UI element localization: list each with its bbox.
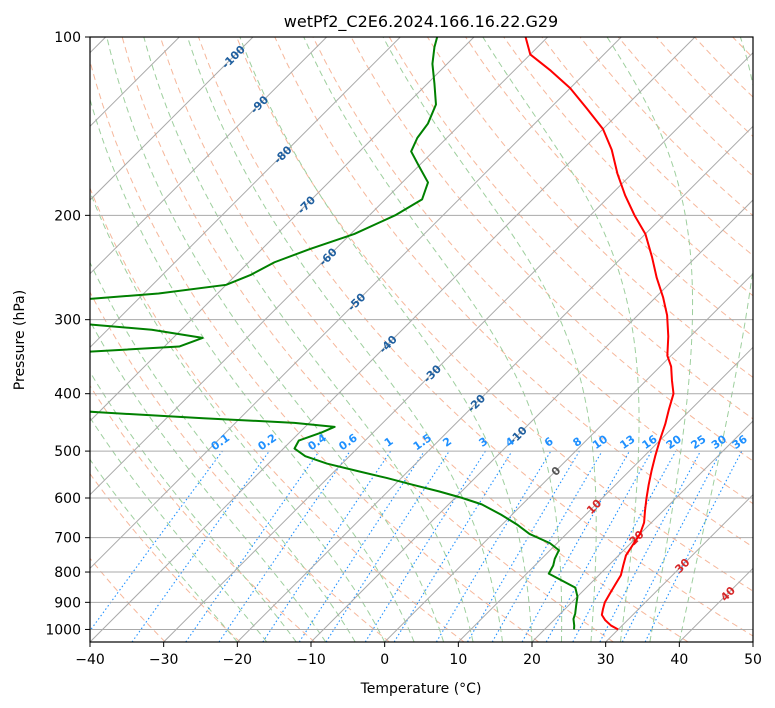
- dry-adiabat: [159, 37, 689, 642]
- x-tick-label: −40: [75, 652, 105, 668]
- dry-adiabat: [90, 291, 390, 642]
- isotherm-line: [90, 37, 328, 275]
- isotherm-line: [310, 199, 753, 642]
- moist-adiabat: [143, 37, 474, 642]
- dry-adiabat: [121, 37, 614, 642]
- moist-adiabat: [239, 37, 533, 642]
- moist-adiabat: [678, 37, 753, 642]
- moist-adiabat: [90, 371, 297, 642]
- x-tick-label: −30: [149, 652, 179, 668]
- y-tick-label: 100: [54, 30, 81, 46]
- chart-title: wetPf2_C2E6.2024.166.16.22.G29: [284, 12, 558, 32]
- x-tick-label: 30: [597, 652, 615, 668]
- mixing-ratio-line: [262, 450, 392, 642]
- moist-adiabat: [90, 458, 238, 642]
- moist-adiabat: [90, 97, 415, 642]
- isotherm-line: [90, 37, 622, 570]
- pressure-gridlines: [90, 37, 753, 630]
- isotherm-line: [90, 37, 401, 349]
- mixing-ratio-line: [298, 450, 425, 642]
- y-tick-label: 900: [54, 595, 81, 611]
- mixing-ratio-line: [218, 450, 351, 642]
- moist-adiabat: [90, 261, 356, 642]
- x-tick-label: 10: [449, 652, 467, 668]
- y-tick-label: 500: [54, 444, 81, 460]
- dry-adiabat: [312, 37, 753, 505]
- dry-adiabat: [274, 37, 753, 548]
- dry-adiabat: [90, 186, 465, 642]
- isotherm-line: [384, 272, 753, 642]
- x-tick-label: 50: [744, 652, 762, 668]
- dry-adiabat: [90, 384, 316, 642]
- x-tick-label: 20: [523, 652, 541, 668]
- temperature-line: [524, 37, 675, 631]
- isotherm-line: [163, 51, 753, 642]
- dry-adiabat: [465, 37, 753, 337]
- mixing-ratio-line: [644, 450, 743, 642]
- x-tick-label: −10: [296, 652, 326, 668]
- mixing-ratio-line: [90, 450, 223, 632]
- moist-adiabat: [106, 37, 445, 642]
- isotherm-line: [531, 420, 753, 642]
- dewpoint-line: [90, 37, 579, 630]
- isotherm-line: [90, 37, 696, 642]
- dry-adiabat: [236, 37, 753, 592]
- moist-adiabat: [482, 37, 640, 642]
- y-tick-label: 300: [54, 313, 81, 329]
- isotherm-line: [90, 37, 475, 422]
- moist-adiabat: [606, 37, 694, 642]
- y-tick-label: 700: [54, 531, 81, 547]
- x-axis-label: Temperature (°C): [360, 681, 482, 697]
- moist-adiabats: [90, 37, 753, 642]
- isotherm-line: [90, 37, 254, 201]
- moist-adiabat: [303, 37, 563, 642]
- y-tick-label: 200: [54, 208, 81, 224]
- isotherm-line: [605, 493, 753, 642]
- y-tick-label: 400: [54, 387, 81, 403]
- mixing-ratio-line: [545, 450, 653, 642]
- y-axis-label: Pressure (hPa): [12, 290, 28, 390]
- dry-adiabat: [503, 37, 753, 297]
- profile-series: [90, 37, 675, 631]
- plot-area: [90, 37, 753, 642]
- dry-adiabat: [771, 37, 775, 642]
- moist-adiabat: [382, 37, 597, 642]
- mixing-ratio-line: [521, 450, 630, 642]
- mixing-ratio-line: [572, 450, 677, 642]
- dry-adiabat: [90, 59, 540, 642]
- isotherm-line: [90, 37, 549, 496]
- moist-adiabat: [90, 320, 327, 642]
- isotherm-line: [752, 641, 753, 642]
- mixing-ratio-line: [393, 450, 513, 642]
- dry-adiabat: [90, 472, 241, 642]
- x-tick-label: −20: [223, 652, 253, 668]
- y-tick-label: 800: [54, 565, 81, 581]
- x-tick-label: 40: [670, 652, 688, 668]
- moist-adiabat: [90, 416, 268, 642]
- moist-adiabat: [90, 190, 386, 642]
- isotherm-line: [457, 346, 753, 642]
- y-tick-label: 1000: [45, 622, 81, 638]
- dry-adiabat: [388, 37, 753, 420]
- x-tick-label: 0: [380, 652, 389, 668]
- dry-adiabat: [426, 37, 753, 378]
- x-axis: −40 −30 −20 −10 0 10 20 30 40 50: [75, 642, 762, 668]
- isotherms: [90, 37, 753, 642]
- mixing-ratio-lines: [90, 450, 743, 642]
- moist-adiabat: [187, 37, 504, 642]
- isotherm-line: [236, 125, 753, 642]
- mixing-ratio-line: [325, 450, 450, 642]
- mixing-ratio-line: [131, 450, 270, 642]
- dry-adiabat: [350, 37, 753, 462]
- y-tick-label: 600: [54, 491, 81, 507]
- mixing-ratio-line: [185, 450, 320, 642]
- y-axis: 100 200 300 400 500 600 700 800 900 1000: [45, 30, 90, 638]
- plot-frame: [89, 36, 754, 643]
